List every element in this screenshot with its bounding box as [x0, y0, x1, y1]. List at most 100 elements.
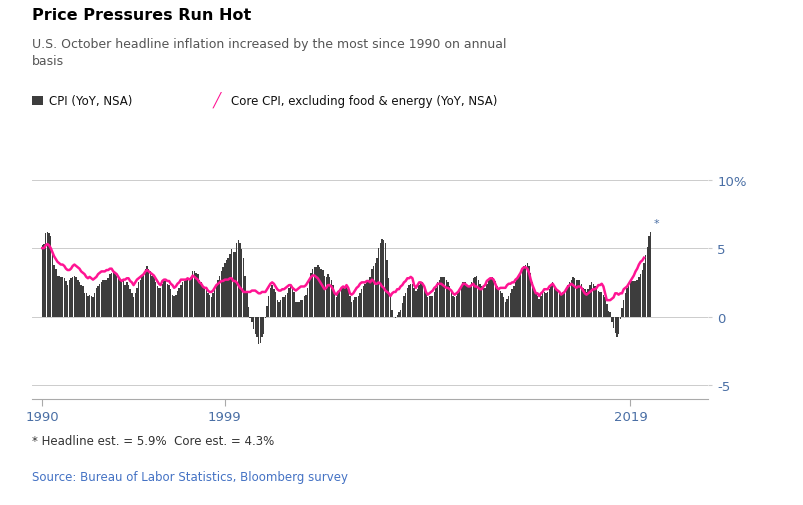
Bar [246, 292, 247, 317]
Bar [68, 280, 70, 317]
Bar [163, 281, 165, 317]
Bar [278, 302, 279, 317]
Bar [194, 272, 195, 317]
Bar [339, 292, 340, 317]
Bar [511, 290, 512, 317]
Bar [529, 273, 531, 317]
Bar [410, 284, 411, 317]
Bar [489, 279, 491, 317]
Bar [218, 276, 220, 317]
Bar [526, 264, 528, 317]
Bar [281, 298, 283, 317]
Bar [344, 288, 345, 317]
Bar [560, 294, 561, 317]
Bar [312, 269, 313, 317]
Bar [67, 285, 68, 317]
Bar [546, 292, 548, 317]
Bar [495, 287, 497, 317]
Bar [578, 280, 580, 317]
Bar [207, 294, 209, 317]
Bar [595, 290, 597, 317]
Bar [195, 273, 197, 317]
Bar [411, 284, 413, 317]
Bar [486, 284, 487, 317]
Bar [399, 310, 401, 317]
Bar [256, 317, 257, 337]
Bar [94, 294, 96, 317]
Bar [602, 295, 603, 317]
Bar [224, 264, 226, 317]
Bar [460, 285, 462, 317]
Bar [106, 280, 107, 317]
Bar [155, 283, 156, 317]
Bar [136, 288, 137, 317]
Bar [445, 280, 446, 317]
Bar [462, 283, 463, 317]
Bar [92, 298, 94, 317]
Bar [474, 277, 475, 317]
Bar [577, 280, 578, 317]
Bar [590, 283, 592, 317]
Bar [47, 232, 48, 317]
Bar [518, 276, 519, 317]
Bar [516, 279, 517, 317]
Text: *: * [653, 218, 658, 228]
Bar [605, 305, 607, 317]
Bar [570, 280, 571, 317]
Bar [450, 292, 451, 317]
Bar [641, 271, 642, 317]
Bar [80, 285, 82, 317]
Bar [84, 294, 85, 317]
Bar [230, 250, 232, 317]
Bar [340, 290, 342, 317]
Bar [124, 285, 126, 317]
Bar [42, 246, 43, 317]
Bar [131, 294, 132, 317]
Bar [492, 279, 494, 317]
Bar [350, 302, 352, 317]
Bar [100, 283, 102, 317]
Bar [555, 288, 556, 317]
Bar [112, 272, 114, 317]
Bar [639, 275, 641, 317]
Bar [575, 280, 577, 317]
Bar [565, 288, 566, 317]
Bar [624, 294, 626, 317]
Bar [621, 309, 622, 317]
Bar [630, 281, 632, 317]
Bar [638, 277, 639, 317]
Bar [491, 277, 492, 317]
Bar [181, 283, 183, 317]
Bar [536, 296, 537, 317]
Bar [373, 267, 374, 317]
Bar [566, 285, 568, 317]
Bar [215, 284, 217, 317]
Text: CPI (YoY, NSA): CPI (YoY, NSA) [49, 94, 132, 108]
Bar [165, 281, 166, 317]
Bar [477, 280, 479, 317]
Bar [572, 277, 573, 317]
Bar [51, 251, 53, 317]
Bar [102, 280, 104, 317]
Bar [430, 296, 431, 317]
Bar [261, 317, 263, 337]
Bar [426, 298, 428, 317]
Bar [333, 294, 335, 317]
Bar [241, 250, 243, 317]
Bar [276, 300, 278, 317]
Bar [604, 298, 605, 317]
Bar [646, 247, 647, 317]
Bar [455, 296, 457, 317]
Bar [65, 281, 67, 317]
Bar [189, 279, 190, 317]
Bar [177, 291, 178, 317]
Bar [469, 287, 470, 317]
Bar [305, 295, 306, 317]
Bar [320, 269, 321, 317]
Bar [59, 276, 60, 317]
Bar [418, 285, 419, 317]
Bar [210, 298, 212, 317]
Bar [116, 276, 117, 317]
Bar [251, 317, 252, 322]
Bar [300, 300, 301, 317]
